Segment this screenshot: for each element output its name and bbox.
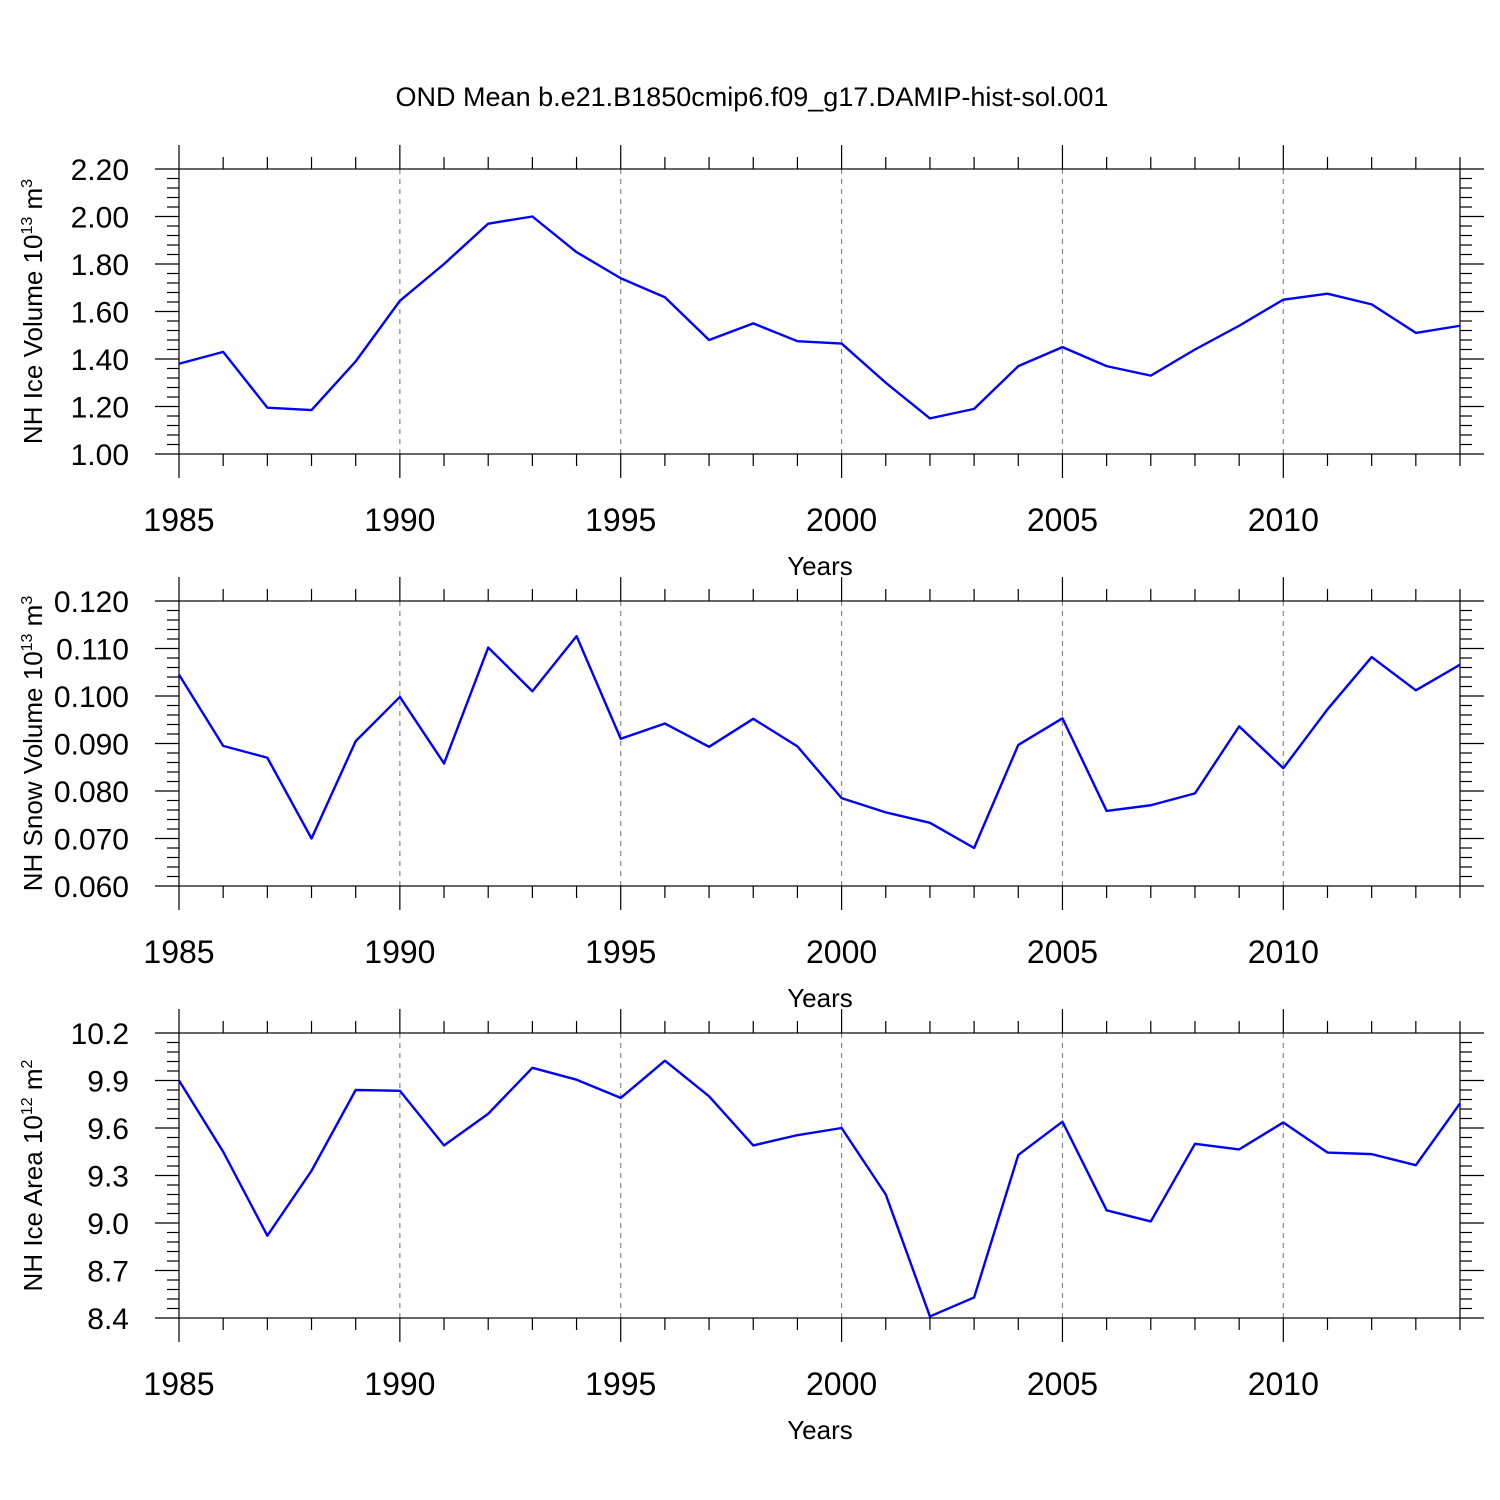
x-tick-label: 1985 bbox=[143, 1366, 214, 1402]
y-tick-label: 8.4 bbox=[87, 1303, 129, 1336]
series-line bbox=[177, 634, 1461, 850]
y-tick-label: 0.080 bbox=[54, 776, 129, 809]
y-axis-title-exponent: 13 bbox=[19, 217, 36, 235]
x-tick-label: 1990 bbox=[364, 1366, 435, 1402]
y-tick-label: 8.7 bbox=[87, 1256, 129, 1289]
x-tick-label: 2005 bbox=[1027, 934, 1098, 970]
y-axis-title-unit-exponent: 3 bbox=[19, 596, 36, 605]
x-tick-label: 1990 bbox=[364, 934, 435, 970]
x-tick-label: 2000 bbox=[806, 502, 877, 538]
y-axis-title-unit-exponent: 2 bbox=[19, 1059, 36, 1068]
y-tick-label: 0.070 bbox=[54, 824, 129, 857]
panel-1: 1.00 1.20 1.40 1.60 1.80 2.00 2.20 1985 1990 1995… bbox=[18, 145, 1484, 581]
panel-3: 8.4 8.7 9.0 9.3 9.6 9.9 10.2 1985 1990 1995 2000 20… bbox=[18, 1009, 1484, 1445]
y-tick-label: 0.060 bbox=[54, 871, 129, 904]
y-axis-title-exponent: 13 bbox=[19, 633, 36, 651]
y-tick-label: 2.20 bbox=[71, 154, 129, 187]
x-tick-label: 2010 bbox=[1248, 934, 1319, 970]
y-axis-title: NH Ice Area 1012 m2 bbox=[18, 1059, 48, 1291]
y-tick-label: 1.20 bbox=[71, 392, 129, 425]
x-axis-title: Years bbox=[787, 551, 853, 581]
y-tick-label: 9.3 bbox=[87, 1161, 129, 1194]
y-axis-title-unit: m bbox=[18, 188, 48, 217]
y-axis-title-unit: m bbox=[18, 605, 48, 634]
x-tick-label: 1990 bbox=[364, 502, 435, 538]
y-tick-label: 10.2 bbox=[71, 1018, 129, 1051]
y-tick-label: 9.0 bbox=[87, 1208, 129, 1241]
x-tick-label: 2000 bbox=[806, 1366, 877, 1402]
y-axis-title-text: NH Ice Volume 10 bbox=[18, 235, 48, 445]
x-tick-label: 2010 bbox=[1248, 1366, 1319, 1402]
x-tick-label: 1995 bbox=[585, 502, 656, 538]
y-tick-label: 9.9 bbox=[87, 1066, 129, 1099]
y-axis-title-unit-exponent: 3 bbox=[19, 179, 36, 188]
y-tick-label: 9.6 bbox=[87, 1113, 129, 1146]
y-axis-title: NH Snow Volume 1013 m3 bbox=[18, 596, 48, 892]
y-tick-label: 0.110 bbox=[56, 634, 129, 667]
figure-title: OND Mean b.e21.B1850cmip6.f09_g17.DAMIP-… bbox=[396, 82, 1109, 112]
series-line bbox=[177, 1059, 1461, 1318]
y-tick-label: 0.120 bbox=[54, 586, 129, 619]
x-tick-label: 2005 bbox=[1027, 502, 1098, 538]
y-tick-label: 0.090 bbox=[54, 729, 129, 762]
y-axis-title-unit: m bbox=[18, 1068, 48, 1097]
y-axis-title: NH Ice Volume 1013 m3 bbox=[18, 179, 48, 444]
x-tick-label: 2000 bbox=[806, 934, 877, 970]
y-axis-title-exponent: 12 bbox=[19, 1097, 36, 1115]
x-tick-label: 1985 bbox=[143, 502, 214, 538]
y-axis-title-text: NH Snow Volume 10 bbox=[18, 651, 48, 891]
panel-2: 0.060 0.070 0.080 0.090 0.100 0.110 0.120 1985 1… bbox=[18, 577, 1484, 1013]
y-tick-label: 1.80 bbox=[71, 249, 129, 282]
y-tick-label: 2.00 bbox=[71, 202, 129, 235]
y-tick-label: 1.00 bbox=[71, 439, 129, 472]
x-tick-label: 2010 bbox=[1248, 502, 1319, 538]
x-tick-label: 1985 bbox=[143, 934, 214, 970]
x-tick-label: 2005 bbox=[1027, 1366, 1098, 1402]
y-tick-label: 1.40 bbox=[71, 344, 129, 377]
panels: 1.00 1.20 1.40 1.60 1.80 2.00 2.20 1985 1990 1995… bbox=[18, 145, 1484, 1445]
x-tick-label: 1995 bbox=[585, 1366, 656, 1402]
series-line bbox=[178, 215, 1461, 420]
y-tick-label: 0.100 bbox=[54, 681, 129, 714]
x-axis-title: Years bbox=[787, 1415, 853, 1445]
y-axis-title-text: NH Ice Area 10 bbox=[18, 1115, 48, 1291]
x-axis-title: Years bbox=[787, 983, 853, 1013]
x-tick-label: 1995 bbox=[585, 934, 656, 970]
y-tick-label: 1.60 bbox=[71, 297, 129, 330]
